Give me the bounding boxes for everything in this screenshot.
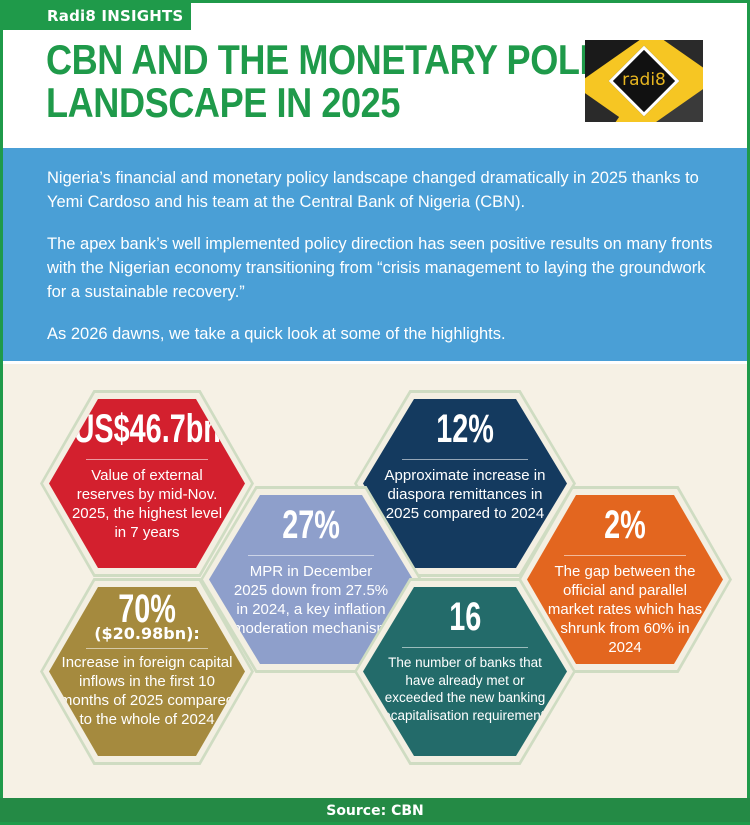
title-line-1: CBN AND THE MONETARY POLICY — [46, 36, 639, 83]
highlight-hex-bank-recap: 16 The number of banks that have already… — [354, 578, 576, 765]
intro-paragraph: As 2026 dawns, we take a quick look at s… — [47, 325, 506, 343]
highlight-hex-capital-inflows: 70% ($20.98bn): Increase in foreign capi… — [40, 578, 254, 765]
divider — [564, 555, 686, 556]
highlight-description: The number of banks that have already me… — [378, 655, 552, 723]
divider — [86, 648, 208, 649]
source-footer: Source: CBN — [0, 798, 750, 825]
highlight-subvalue: ($20.98bn): — [94, 624, 200, 643]
hex-fill: 16 The number of banks that have already… — [363, 587, 567, 756]
highlight-description: MPR in December 2025 down from 27.5% in … — [233, 563, 389, 637]
title-line-2: LANDSCAPE IN 2025 — [46, 79, 400, 126]
hex-fill: 2% The gap between the official and para… — [527, 495, 723, 664]
divider — [86, 459, 208, 460]
divider — [247, 555, 375, 556]
radi8-logo: radi8 — [585, 40, 703, 122]
highlight-value: 70% — [118, 587, 176, 631]
highlight-value: US$46.7bn — [73, 407, 221, 451]
divider — [401, 647, 529, 648]
highlight-value: 16 — [448, 595, 482, 639]
intro-section: Nigeria’s financial and monetary policy … — [3, 148, 747, 361]
divider — [401, 459, 529, 460]
highlight-description: Increase in foreign capital inflows in t… — [59, 654, 235, 728]
highlight-description: The gap between the official and paralle… — [547, 563, 703, 656]
logo-text: radi8 — [622, 70, 666, 90]
intro-paragraph: The apex bank’s well implemented policy … — [47, 235, 713, 301]
highlight-description: Value of external reserves by mid-Nov. 2… — [71, 467, 223, 541]
highlight-description: Approximate increase in diaspora remitta… — [384, 467, 546, 522]
highlight-value: 12% — [436, 407, 494, 451]
brand-tag: Radi8 INSIGHTS — [3, 3, 191, 30]
intro-paragraph: Nigeria’s financial and monetary policy … — [47, 169, 699, 211]
page-title: CBN AND THE MONETARY POLICY LANDSCAPE IN… — [46, 36, 639, 126]
highlight-value: 2% — [604, 503, 646, 547]
hex-fill: 70% ($20.98bn): Increase in foreign capi… — [49, 587, 245, 756]
highlight-hex-reserves: US$46.7bn Value of external reserves by … — [40, 390, 254, 577]
logo-band — [585, 88, 620, 122]
highlight-value: 27% — [282, 503, 340, 547]
